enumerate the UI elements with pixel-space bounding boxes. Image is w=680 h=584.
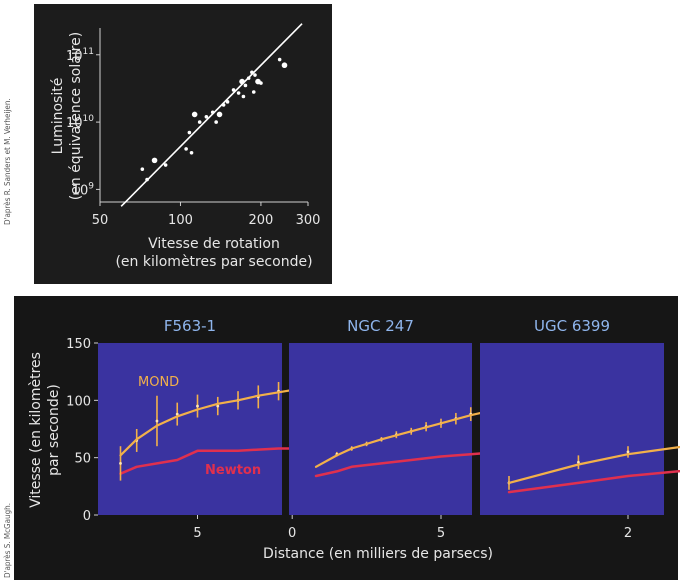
scatter-x-label-line1: Vitesse de rotation bbox=[148, 236, 280, 252]
scatter-y-label-line2: (en équivalence solaire) bbox=[68, 32, 84, 200]
mond-curve-2 bbox=[507, 445, 680, 484]
scatter-point bbox=[281, 62, 288, 69]
rotation-y-tick-label-3: 150 bbox=[66, 337, 91, 352]
rotation-x-label: Distance (en milliers de parsecs) bbox=[263, 546, 493, 562]
scatter-point bbox=[221, 103, 226, 107]
scatter-point bbox=[243, 83, 248, 88]
scatter-y-tick-label-2: 1011 bbox=[66, 47, 94, 64]
scatter-x-tick-label-1: 100 bbox=[168, 213, 193, 228]
scatter-fit-line bbox=[120, 23, 303, 207]
rotation-plot-area-2 bbox=[480, 343, 664, 515]
velocity-data-point bbox=[155, 419, 159, 423]
velocity-data-point bbox=[175, 412, 179, 416]
scatter-point bbox=[246, 76, 251, 80]
scatter-point bbox=[216, 111, 223, 118]
scatter-point bbox=[189, 150, 194, 155]
scatter-point bbox=[191, 111, 198, 118]
rotation-x-tick-label-2-1: 2 bbox=[624, 526, 632, 541]
rotation-y-tick-label-1: 50 bbox=[74, 452, 91, 467]
rotation-panel-title-2: UGC 6399 bbox=[534, 317, 610, 335]
scatter-point bbox=[163, 163, 168, 167]
rotation-plot-area-0 bbox=[98, 343, 282, 515]
scatter-point bbox=[187, 130, 192, 135]
newton-curve-2 bbox=[507, 469, 680, 494]
scatter-y-label: Luminosité (en équivalence solaire) bbox=[50, 32, 84, 200]
rotation-x-tick-label-1-1: 5 bbox=[437, 526, 445, 541]
velocity-data-point bbox=[119, 462, 122, 465]
scatter-point bbox=[204, 114, 209, 119]
rotation-y-tick-label-0: 0 bbox=[83, 509, 91, 524]
rotation-x-tick-label-0-1: 5 bbox=[193, 526, 201, 541]
scatter-point bbox=[184, 147, 188, 151]
scatter-point bbox=[239, 78, 245, 85]
scatter-y-label-line1: Luminosité bbox=[50, 78, 66, 155]
scatter-point bbox=[210, 110, 215, 115]
velocity-data-point bbox=[196, 404, 199, 408]
scatter-x-tick-label-2: 200 bbox=[249, 213, 274, 228]
scatter-point bbox=[277, 57, 282, 62]
velocity-data-point bbox=[577, 460, 580, 464]
scatter-y-tick-label-0: 109 bbox=[72, 181, 95, 198]
scatter-point bbox=[151, 157, 158, 164]
velocity-data-point bbox=[216, 404, 220, 408]
scatter-y-tick-label-1: 1010 bbox=[66, 114, 94, 131]
scatter-point bbox=[250, 70, 254, 75]
scatter-point bbox=[214, 120, 218, 124]
scatter-x-tick-label-0: 50 bbox=[92, 213, 109, 228]
rotation-x-tick-label-1-0: 0 bbox=[288, 526, 296, 541]
scatter-point bbox=[251, 90, 256, 94]
scatter-point bbox=[253, 73, 257, 77]
scatter-point bbox=[231, 88, 236, 92]
scatter-point bbox=[241, 94, 246, 99]
rotation-plot-area-1 bbox=[289, 343, 472, 515]
rotation-y-label-line2: par seconde) bbox=[46, 384, 62, 476]
scatter-x-tick-label-3: 300 bbox=[296, 213, 321, 228]
scatter-point bbox=[236, 91, 241, 95]
rotation-panel-title-1: NGC 247 bbox=[347, 317, 414, 335]
scatter-point bbox=[197, 120, 202, 124]
newton-label: Newton bbox=[205, 463, 261, 478]
rotation-y-tick-label-2: 100 bbox=[66, 394, 91, 409]
scatter-x-label-line2: (en kilomètres par seconde) bbox=[115, 254, 312, 270]
rotation-y-label: Vitesse (en kilomètres par seconde) bbox=[28, 352, 62, 508]
scatter-point bbox=[259, 81, 263, 85]
velocity-data-point bbox=[626, 450, 630, 454]
rotation-y-label-line1: Vitesse (en kilomètres bbox=[28, 352, 44, 508]
rotation-panel-title-0: F563-1 bbox=[164, 317, 216, 335]
scatter-point bbox=[145, 177, 149, 182]
scatter-point bbox=[140, 167, 145, 171]
scatter-point bbox=[225, 100, 230, 104]
mond-label: MOND bbox=[138, 375, 179, 390]
